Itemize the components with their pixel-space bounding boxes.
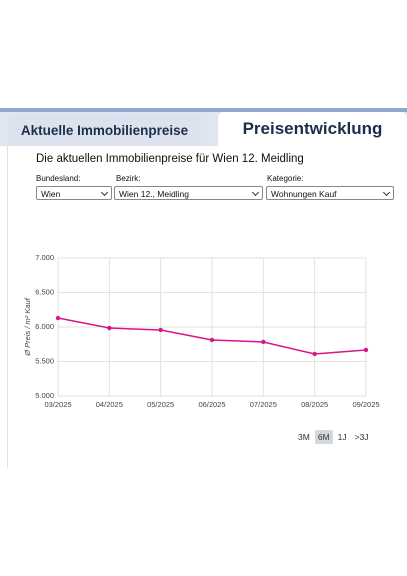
y-axis-label: Ø Preis / m² Kauf — [23, 297, 32, 356]
select[interactable]: Wien 12., Meidling — [114, 186, 263, 200]
filter-label: Kategorie: — [267, 174, 304, 183]
point — [363, 347, 369, 353]
y-tick-label: 6.500 — [35, 287, 54, 296]
x-tick-label: 06/2025 — [198, 400, 225, 409]
tab-active[interactable]: Preisentwicklung — [218, 112, 407, 146]
filter-label: Bundesland: — [36, 174, 81, 183]
point — [209, 337, 215, 343]
filter-label: Bezirk: — [116, 174, 141, 183]
y-tick-label: 5.000 — [35, 391, 54, 400]
x-tick-label: 07/2025 — [250, 400, 277, 409]
x-tick-label: 04/2025 — [96, 400, 123, 409]
select[interactable]: Wohnungen Kauf — [266, 186, 394, 200]
chart: 5.000 5.500 6.000 6.500 7.000 03/2025 04/2025 0… — [23, 253, 380, 409]
select[interactable]: Wien — [36, 186, 112, 200]
range-buttons: 3M 6M 1J >3J — [295, 430, 372, 444]
x-tick-label: 05/2025 — [147, 400, 174, 409]
point — [312, 351, 317, 357]
point — [107, 325, 112, 331]
y-tick-label: 5.500 — [35, 356, 54, 365]
x-tick-label: 08/2025 — [301, 400, 328, 409]
y-tick-label: 7.000 — [35, 253, 54, 262]
range-button[interactable]: >3J — [354, 432, 369, 442]
point — [55, 315, 61, 321]
x-tick-label: 09/2025 — [352, 400, 379, 409]
point — [158, 327, 163, 333]
range-button[interactable]: 1J — [337, 432, 347, 442]
tab[interactable]: Aktuelle Immobilienpreise — [8, 114, 201, 146]
range-button[interactable]: 6M — [314, 430, 333, 444]
heading: Die aktuellen Immobilienpreise für Wien … — [36, 153, 304, 165]
range-button[interactable]: 3M — [298, 432, 310, 442]
divider — [7, 146, 8, 468]
x-tick-label: 03/2025 — [44, 400, 71, 409]
point — [261, 339, 266, 345]
y-tick-label: 6.000 — [35, 322, 54, 331]
